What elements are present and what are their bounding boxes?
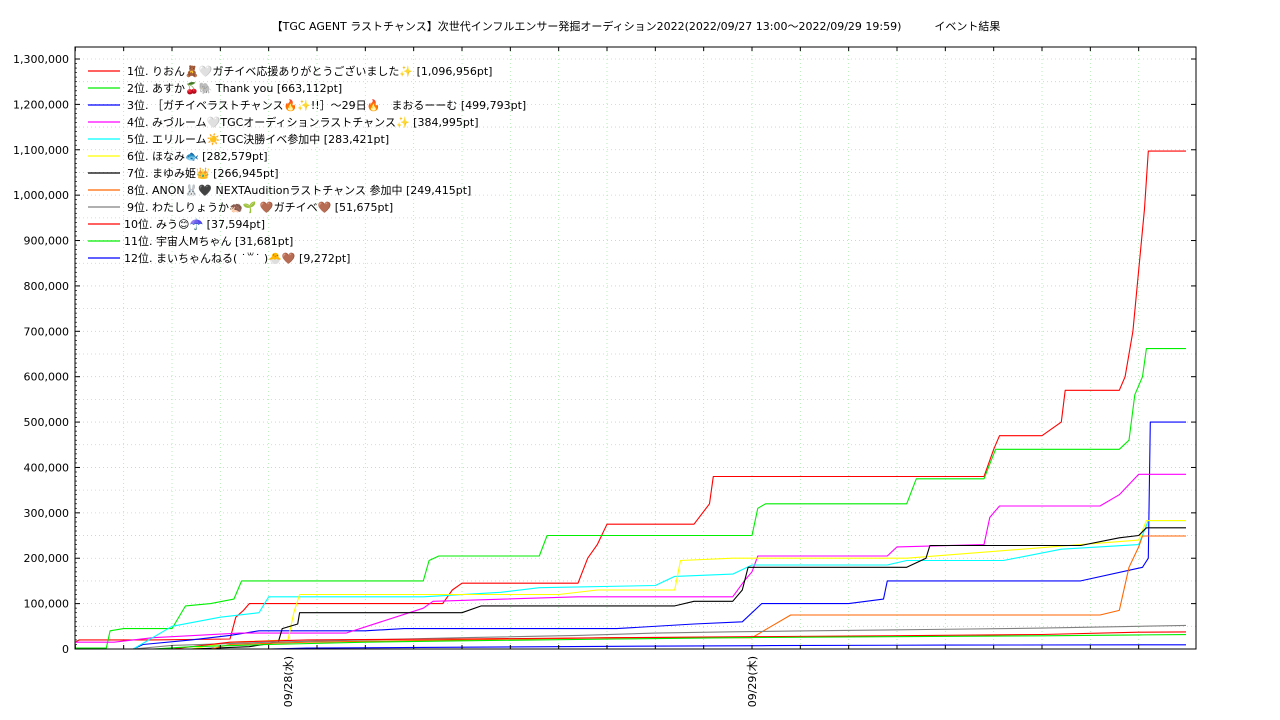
y-tick-label: 100,000 — [24, 598, 70, 611]
series-line — [75, 348, 1186, 649]
legend: 1位. りおん🧸🤍ガチイベ応援ありがとうございました✨ [1,096,956pt… — [88, 64, 526, 265]
legend-entry: 5位. エリルーム☀️TGC決勝イベ参加中 [283,421pt] — [127, 132, 389, 146]
plot-frame — [74, 46, 1197, 650]
legend-entry: 2位. あすか🍒🐘 Thank you [663,112pt] — [127, 81, 342, 95]
series-line — [75, 535, 1186, 650]
y-tick-label: 600,000 — [24, 371, 70, 384]
series-line — [75, 473, 1186, 643]
axes: 0 100,000 200,000 300,000 400,000 500,000 600,… — [13, 47, 1196, 707]
grid — [74, 47, 1196, 650]
series-line — [75, 527, 1186, 650]
legend-entry: 9位. わたしりょうか🦔🌱 🤎ガチイベ🤎 [51,675pt] — [127, 200, 393, 214]
y-tick-label: 800,000 — [24, 280, 70, 293]
series-line — [75, 624, 1187, 650]
series-line — [75, 150, 1186, 643]
y-tick-label: 700,000 — [24, 325, 70, 338]
x-tick-label: 09/29(木) — [746, 656, 759, 707]
y-tick-label: 1,200,000 — [13, 98, 69, 111]
legend-entry: 6位. ほなみ🐟 [282,579pt] — [127, 149, 268, 163]
y-tick-label: 1,000,000 — [13, 189, 69, 202]
legend-entry: 11位. 宇宙人Mちゃん [31,681pt] — [124, 234, 293, 248]
y-tick-label: 0 — [62, 643, 69, 656]
plot-area — [75, 150, 1187, 650]
y-tick-label: 400,000 — [24, 461, 70, 474]
y-tick-label: 1,100,000 — [13, 144, 69, 157]
series-line — [75, 421, 1186, 650]
y-tick-label: 1,300,000 — [13, 53, 69, 66]
y-tick-label: 900,000 — [24, 235, 70, 248]
legend-entry: 3位. ［ガチイベラストチャンス🔥✨!!］〜29日🔥 まおるーーむ [499,7… — [127, 98, 526, 112]
series-line — [75, 634, 1187, 650]
x-tick-label: 09/28(水) — [282, 656, 295, 707]
legend-entry: 4位. みづルーム🤍TGCオーディションラストチャンス✨ [384,995pt] — [127, 115, 479, 129]
legend-entry: 8位. ANON🐰🖤 NEXTAuditionラストチャンス 参加中 [249,… — [127, 183, 471, 197]
series-line — [75, 520, 1186, 650]
legend-entry: 1位. りおん🧸🤍ガチイベ応援ありがとうございました✨ [1,096,956pt… — [127, 64, 492, 78]
y-tick-label: 500,000 — [24, 416, 70, 429]
series-line — [75, 520, 1186, 650]
legend-entry: 10位. みう😊☂️ [37,594pt] — [124, 217, 265, 231]
chart-title: 【TGC AGENT ラストチャンス】次世代インフルエンサー発掘オーディション2… — [272, 19, 1001, 33]
legend-entry: 12位. まいちゃんねる( ˙꒳˙ )🐣🤎 [9,272pt] — [124, 251, 350, 265]
series-line — [75, 631, 1187, 650]
legend-entry: 7位. まゆみ姫👑 [266,945pt] — [127, 166, 279, 180]
y-tick-label: 200,000 — [24, 552, 70, 565]
y-tick-label: 300,000 — [24, 507, 70, 520]
